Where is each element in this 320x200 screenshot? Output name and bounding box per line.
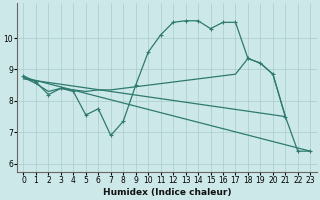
- X-axis label: Humidex (Indice chaleur): Humidex (Indice chaleur): [103, 188, 231, 197]
